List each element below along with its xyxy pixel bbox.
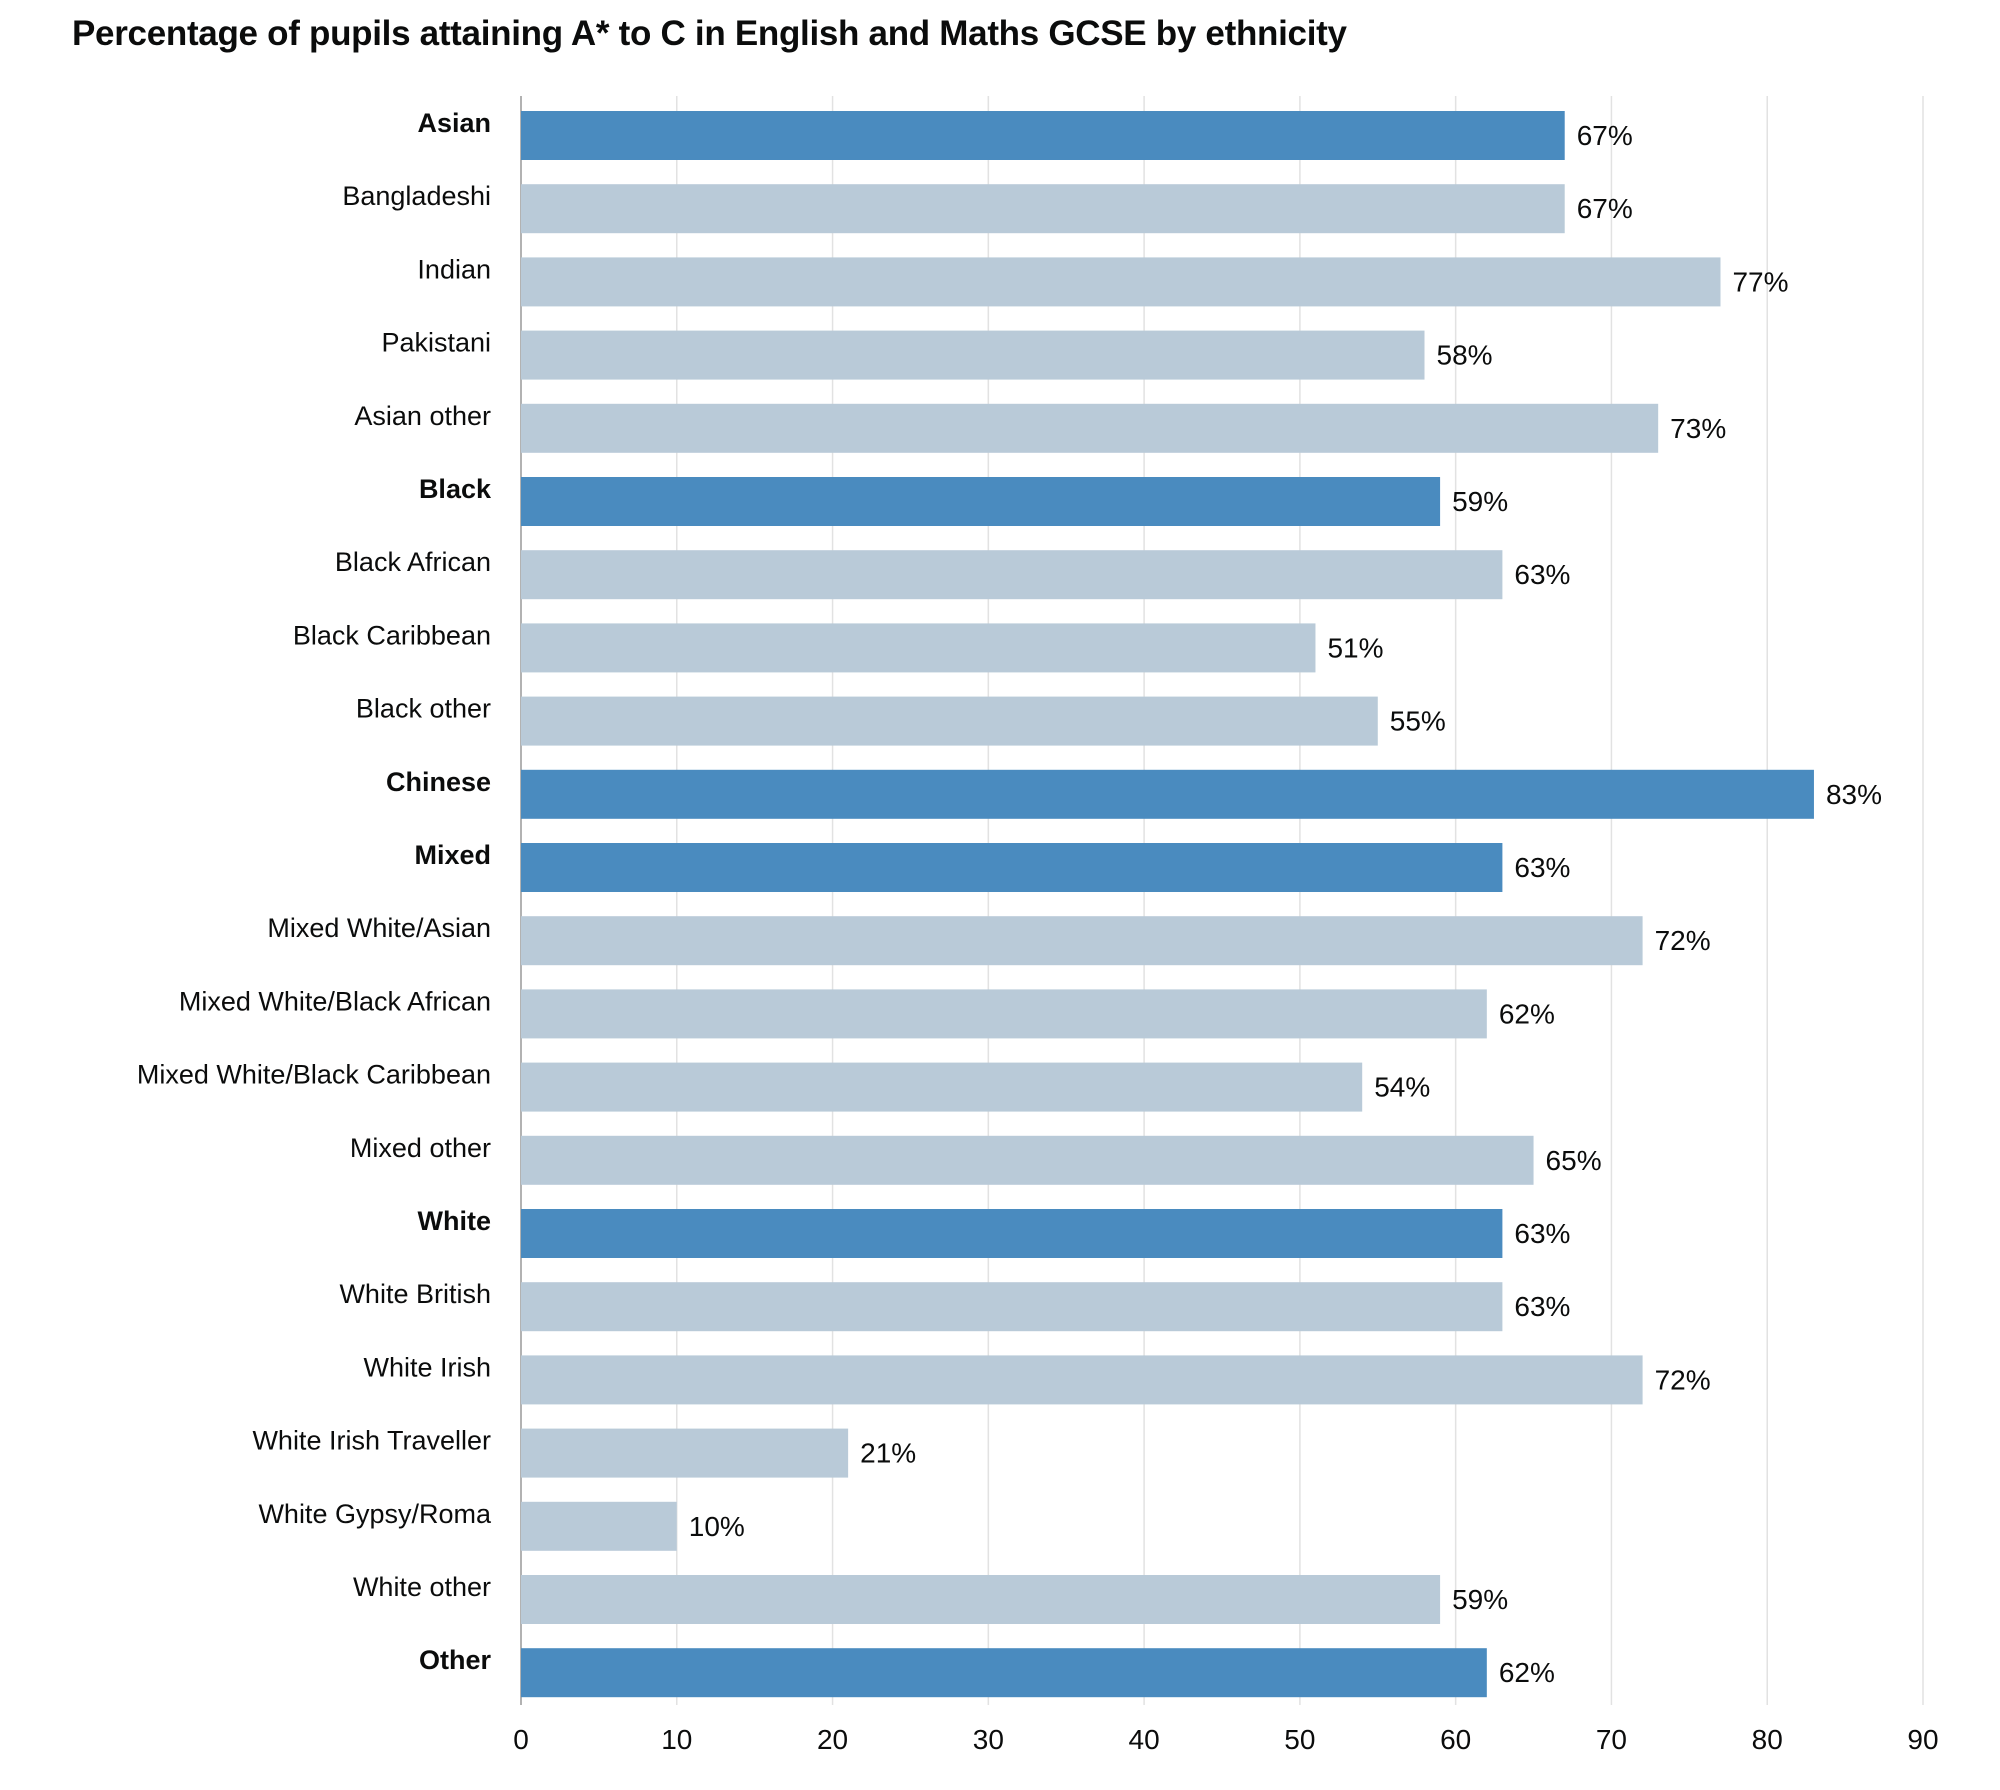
category-label: Chinese bbox=[386, 767, 491, 797]
bar-black-other bbox=[521, 696, 1378, 746]
x-tick-label: 40 bbox=[1129, 1724, 1160, 1755]
category-label: Mixed White/Black African bbox=[179, 986, 491, 1016]
bar-mixed-white-black-caribbean bbox=[521, 1062, 1363, 1112]
category-label: Other bbox=[419, 1645, 492, 1675]
x-tick-label: 90 bbox=[1907, 1724, 1938, 1755]
value-label: 51% bbox=[1327, 632, 1383, 663]
category-label: Black bbox=[419, 474, 492, 504]
category-label: Pakistani bbox=[381, 328, 491, 358]
category-label: White other bbox=[353, 1572, 491, 1602]
value-label: 63% bbox=[1514, 1218, 1570, 1249]
bar-asian bbox=[521, 111, 1565, 160]
bar-white-other bbox=[521, 1575, 1441, 1624]
chart-title: Percentage of pupils attaining A* to C i… bbox=[72, 14, 1347, 53]
value-label: 63% bbox=[1514, 852, 1570, 883]
category-label: Bangladeshi bbox=[342, 181, 491, 211]
bar-mixed-white-black-african bbox=[521, 989, 1487, 1039]
bar-other bbox=[521, 1648, 1487, 1698]
category-label: Black Caribbean bbox=[293, 620, 491, 650]
category-label: White Gypsy/Roma bbox=[258, 1499, 492, 1529]
bar-mixed bbox=[521, 843, 1503, 892]
value-label: 67% bbox=[1577, 120, 1633, 151]
bar-black-caribbean bbox=[521, 623, 1316, 673]
category-label: White bbox=[418, 1206, 492, 1236]
value-label: 72% bbox=[1655, 1364, 1711, 1395]
x-axis-ticks: 0 10 20 30 40 50 60 70 80 90 bbox=[513, 1724, 1938, 1755]
value-label: 72% bbox=[1655, 925, 1711, 956]
category-label: Mixed other bbox=[350, 1133, 491, 1163]
bar-white-gypsy-roma bbox=[521, 1501, 677, 1551]
x-tick-label: 80 bbox=[1752, 1724, 1783, 1755]
value-label: 55% bbox=[1390, 706, 1446, 737]
value-label: 63% bbox=[1514, 559, 1570, 590]
category-label: White Irish bbox=[363, 1352, 491, 1382]
x-tick-label: 60 bbox=[1440, 1724, 1471, 1755]
category-label: Mixed bbox=[414, 840, 491, 870]
bar-white-irish bbox=[521, 1355, 1643, 1405]
value-label: 59% bbox=[1452, 486, 1508, 517]
bar-asian-other bbox=[521, 403, 1659, 453]
value-label: 73% bbox=[1670, 413, 1726, 444]
value-label: 67% bbox=[1577, 193, 1633, 224]
x-tick-label: 70 bbox=[1596, 1724, 1627, 1755]
category-label: Asian other bbox=[354, 401, 491, 431]
category-label: Mixed White/Black Caribbean bbox=[137, 1060, 491, 1090]
value-label: 58% bbox=[1437, 340, 1493, 371]
x-tick-label: 30 bbox=[973, 1724, 1004, 1755]
value-label: 10% bbox=[689, 1511, 745, 1542]
bar-bangladeshi bbox=[521, 184, 1565, 234]
bar-black-african bbox=[521, 550, 1503, 600]
category-label: Black other bbox=[356, 694, 491, 724]
x-tick-label: 10 bbox=[661, 1724, 692, 1755]
value-label: 59% bbox=[1452, 1584, 1508, 1615]
x-tick-label: 50 bbox=[1284, 1724, 1315, 1755]
value-label: 54% bbox=[1374, 1072, 1430, 1103]
category-label: White Irish Traveller bbox=[252, 1426, 491, 1456]
value-label: 62% bbox=[1499, 998, 1555, 1029]
bar-chinese bbox=[521, 769, 1814, 819]
value-label: 21% bbox=[860, 1438, 916, 1469]
x-tick-label: 20 bbox=[817, 1724, 848, 1755]
bar-black bbox=[521, 477, 1441, 526]
category-label: White British bbox=[339, 1279, 491, 1309]
value-labels: 67% 67% 77% 58% 73% 59% 63% 51% 55% 83% 63% 72% 62% 5… bbox=[689, 120, 1882, 1688]
value-label: 65% bbox=[1546, 1145, 1602, 1176]
bar-mixed-white-asian bbox=[521, 916, 1643, 966]
category-label: Mixed White/Asian bbox=[267, 913, 491, 943]
bar-white-british bbox=[521, 1282, 1503, 1332]
value-label: 83% bbox=[1826, 779, 1882, 810]
value-label: 77% bbox=[1732, 266, 1788, 297]
bar-mixed-other bbox=[521, 1135, 1534, 1185]
bar-indian bbox=[521, 257, 1721, 307]
x-tick-label: 0 bbox=[513, 1724, 529, 1755]
bar-white-irish-traveller bbox=[521, 1428, 849, 1478]
category-labels: Asian Bangladeshi Indian Pakistani Asian oth… bbox=[137, 108, 492, 1675]
category-label: Black African bbox=[335, 547, 491, 577]
category-label: Indian bbox=[417, 254, 491, 284]
bar-white bbox=[521, 1209, 1503, 1258]
value-label: 62% bbox=[1499, 1657, 1555, 1688]
bar-pakistani bbox=[521, 330, 1425, 380]
bars bbox=[521, 111, 1814, 1698]
value-label: 63% bbox=[1514, 1291, 1570, 1322]
category-label: Asian bbox=[417, 108, 491, 138]
